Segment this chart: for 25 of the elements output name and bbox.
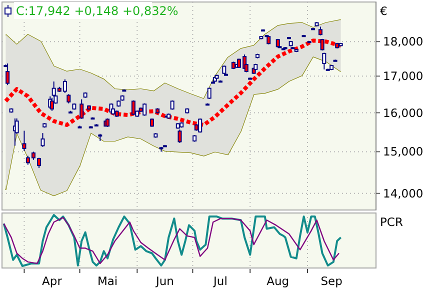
chart-title: C:17,942 +0,148 +0,832% <box>16 4 178 18</box>
x-tick-label: Apr <box>42 274 62 288</box>
line-series <box>4 38 343 127</box>
candlestick <box>40 132 45 148</box>
candlestick <box>80 98 84 120</box>
x-tick-label: Jul <box>212 274 228 288</box>
x-tick-label: Sep <box>320 274 342 288</box>
y-tick-label: 18,000 <box>383 34 424 49</box>
x-tick-label: Jun <box>154 274 174 288</box>
y-tick-label: 16,000 <box>383 106 424 120</box>
candlestick <box>207 87 212 100</box>
candlestick <box>22 130 26 152</box>
x-tick-label: Aug <box>266 274 290 288</box>
y-tick-label: 14,000 <box>383 186 424 200</box>
candlestick <box>322 52 326 70</box>
candlestick <box>131 100 136 116</box>
candlestick <box>66 94 71 104</box>
y-axis-title: PCR <box>380 215 403 229</box>
x-tick-label: Mai <box>97 274 118 288</box>
y-tick-label: 17,000 <box>383 69 424 84</box>
y-axis-title: € <box>380 4 388 18</box>
y-tick-label: 15,000 <box>383 144 424 159</box>
candlestick <box>142 102 147 116</box>
line-series <box>5 19 342 100</box>
candlestick <box>50 97 54 112</box>
